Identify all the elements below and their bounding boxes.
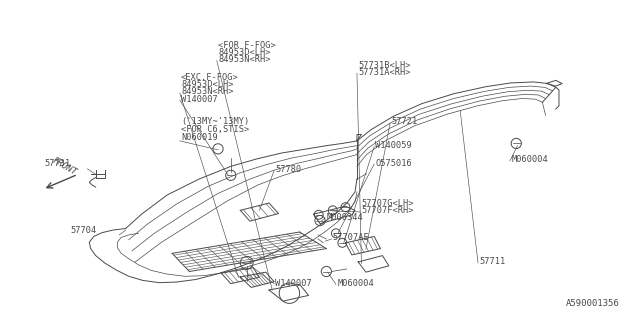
Text: M060004: M060004 (511, 156, 548, 164)
Text: O575016: O575016 (376, 159, 412, 168)
Text: W140007: W140007 (275, 279, 312, 288)
Text: 57721: 57721 (392, 117, 418, 126)
Text: ('13MY~'13MY): ('13MY~'13MY) (181, 117, 250, 126)
Text: 84953N<RH>: 84953N<RH> (218, 55, 271, 64)
Text: 84953N<RH>: 84953N<RH> (181, 87, 234, 96)
Text: W140059: W140059 (376, 141, 412, 150)
Text: 57704: 57704 (70, 226, 97, 235)
Text: M060004: M060004 (338, 279, 374, 288)
Text: <FOR F-FOG>: <FOR F-FOG> (218, 41, 276, 50)
Text: M000344: M000344 (326, 213, 363, 222)
Text: 57707F<RH>: 57707F<RH> (362, 206, 414, 215)
Text: W140007: W140007 (181, 95, 218, 104)
Text: A590001356: A590001356 (566, 299, 620, 308)
Text: 57780: 57780 (275, 165, 301, 174)
Text: 84953D<LH>: 84953D<LH> (181, 80, 234, 89)
Text: N060019: N060019 (181, 133, 218, 142)
Text: 57707G<LH>: 57707G<LH> (362, 199, 414, 208)
Text: 57731A<RH>: 57731A<RH> (358, 68, 411, 77)
Text: 57711: 57711 (479, 258, 506, 267)
Text: FRONT: FRONT (51, 156, 79, 178)
Text: 84953D<LH>: 84953D<LH> (218, 48, 271, 57)
Text: 57707AE: 57707AE (333, 233, 369, 242)
Text: <FOR C6,STIS>: <FOR C6,STIS> (181, 125, 250, 134)
Text: 57731B<LH>: 57731B<LH> (358, 61, 411, 70)
Text: 57731: 57731 (45, 159, 71, 168)
Text: <EXC.F-FOG>: <EXC.F-FOG> (181, 73, 239, 82)
